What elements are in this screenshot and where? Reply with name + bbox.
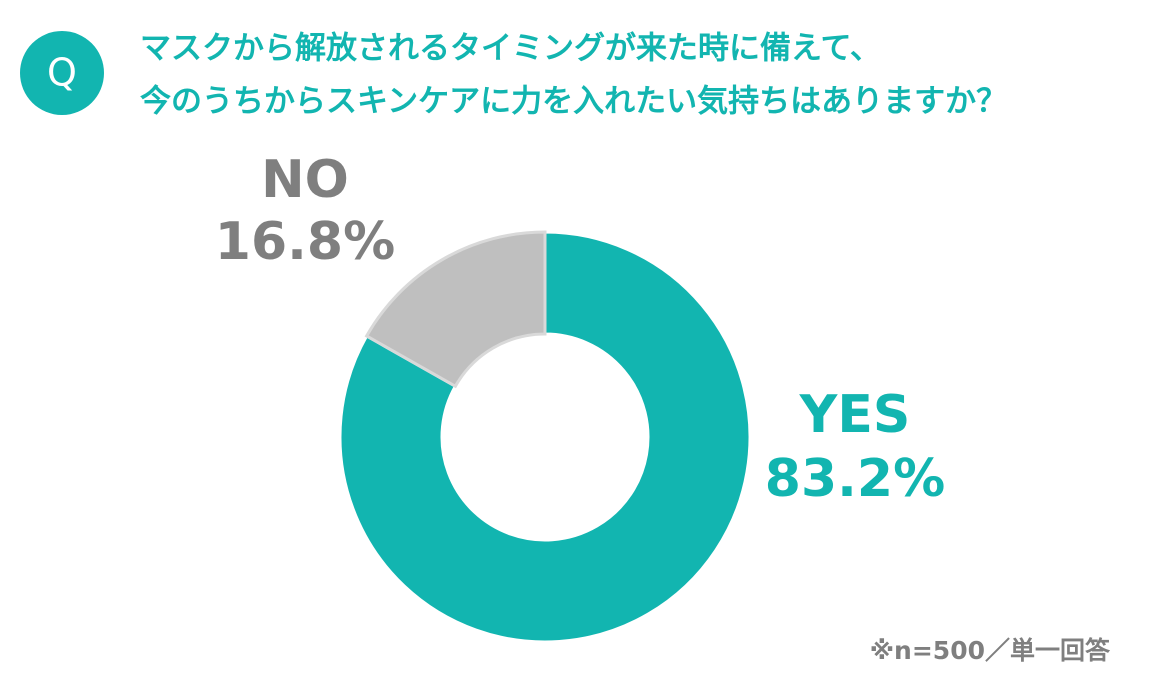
category-label: NO [261, 150, 349, 210]
value-label: 83.2% [765, 449, 945, 509]
chart-title: 今のうちからスキンケアに力を入れたい気持ちはありますか？ [140, 84, 1007, 120]
badge-circle [20, 31, 104, 115]
slice [364, 230, 547, 389]
category-label: YES [799, 385, 911, 445]
chart-title: マスクから解放されるタイミングが来た時に備えて、 [140, 31, 881, 67]
note: ※n=500／単一回答 [870, 636, 1111, 665]
slice [338, 230, 752, 644]
value-label: 16.8% [215, 212, 395, 272]
badge-text: Q [47, 51, 77, 95]
